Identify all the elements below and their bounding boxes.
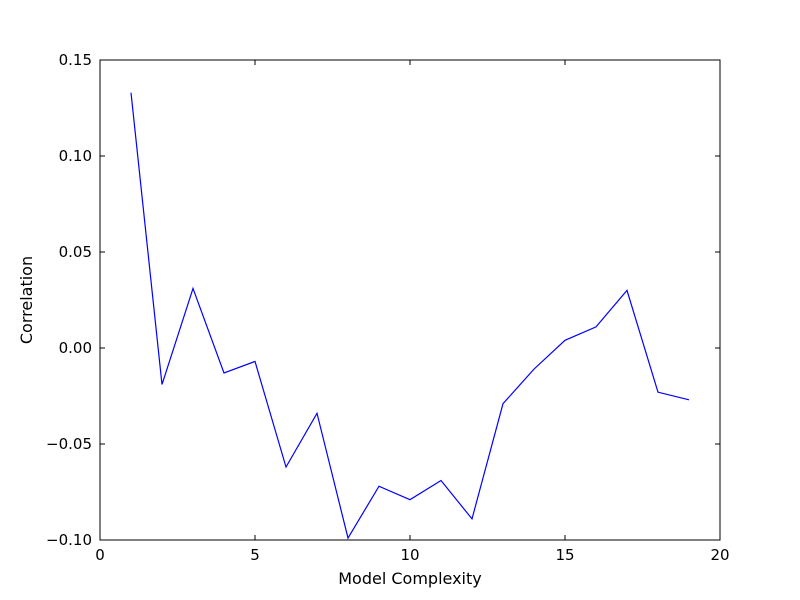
- x-tick-label: 5: [250, 546, 260, 564]
- y-tick-label: −0.10: [46, 531, 92, 549]
- y-tick-label: 0.15: [59, 51, 92, 69]
- y-tick-label: 0.05: [59, 243, 92, 261]
- series-layer: [130, 92, 690, 540]
- plot-frame: [99, 59, 721, 541]
- x-axis-label: Model Complexity: [338, 569, 482, 588]
- x-tick-label: 10: [400, 546, 419, 564]
- series-line: [130, 92, 690, 540]
- x-tick-label: 15: [555, 546, 574, 564]
- y-axis-label: Correlation: [17, 256, 36, 344]
- tick-labels: 0 5 10 15 20 −0.10 −0.05 0.00 0.05 0.10 0.15: [46, 51, 730, 564]
- y-tick-label: 0.00: [59, 339, 92, 357]
- y-tick-label: 0.10: [59, 147, 92, 165]
- x-tick-label: 20: [710, 546, 729, 564]
- y-tick-label: −0.05: [46, 435, 92, 453]
- ticks: [99, 59, 721, 541]
- x-tick-label: 0: [95, 546, 105, 564]
